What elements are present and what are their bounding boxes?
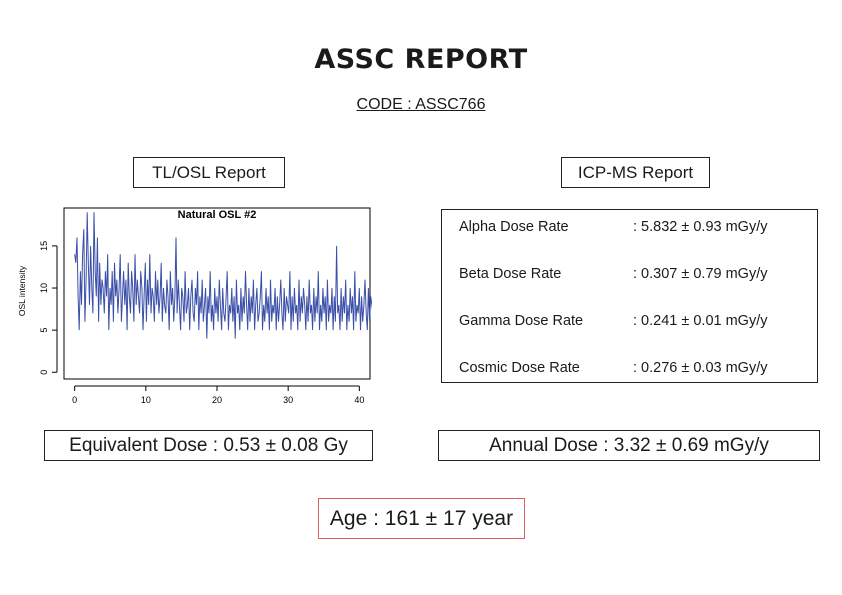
cosmic-dose-rate-value: : 0.276 ± 0.03 mGy/y — [633, 360, 768, 376]
report-title: ASSC REPORT — [314, 44, 528, 75]
alpha-dose-rate-row: Alpha Dose Rate : 5.832 ± 0.93 mGy/y — [459, 219, 768, 235]
annual-dose-result: Annual Dose : 3.32 ± 0.69 mGy/y — [438, 430, 820, 461]
plot-frame — [63, 207, 371, 380]
y-tick-label: 5 — [39, 328, 49, 333]
alpha-dose-rate-label: Alpha Dose Rate — [459, 219, 569, 235]
y-axis-label: OSL intensity — [17, 265, 27, 316]
icp-ms-report-header: ICP-MS Report — [561, 157, 710, 188]
beta-dose-rate-label: Beta Dose Rate — [459, 266, 562, 282]
plot-area: 0 10 20 30 40 0 5 10 15 — [39, 207, 372, 405]
equivalent-dose-result: Equivalent Dose : 0.53 ± 0.08 Gy — [44, 430, 373, 461]
x-tick-label: 20 — [212, 395, 222, 405]
osl-chart: Natural OSL #2 OSL intensity 0 10 20 30 40 0 5… — [17, 207, 372, 405]
y-tick-label: 15 — [39, 241, 49, 251]
gamma-dose-rate-value: : 0.241 ± 0.01 mGy/y — [633, 313, 768, 329]
beta-dose-rate-value: : 0.307 ± 0.79 mGy/y — [633, 266, 768, 282]
report-code-text: CODE : ASSC766 — [356, 96, 486, 113]
dose-rate-table: Alpha Dose Rate : 5.832 ± 0.93 mGy/y Beta… — [441, 209, 818, 383]
x-tick-label: 0 — [72, 395, 77, 405]
alpha-dose-rate-value: : 5.832 ± 0.93 mGy/y — [633, 219, 768, 235]
x-tick-label: 30 — [283, 395, 293, 405]
beta-dose-rate-row: Beta Dose Rate : 0.307 ± 0.79 mGy/y — [459, 266, 768, 282]
cosmic-dose-rate-row: Cosmic Dose Rate : 0.276 ± 0.03 mGy/y — [459, 360, 768, 376]
gamma-dose-rate-label: Gamma Dose Rate — [459, 313, 584, 329]
y-tick-label: 0 — [39, 370, 49, 375]
tl-osl-report-header: TL/OSL Report — [133, 157, 285, 188]
chart-title: Natural OSL #2 — [178, 209, 257, 221]
osl-intensity-line — [74, 212, 372, 339]
x-tick-label: 40 — [354, 395, 364, 405]
report-code: CODE : ASSC766 — [0, 96, 842, 114]
gamma-dose-rate-row: Gamma Dose Rate : 0.241 ± 0.01 mGy/y — [459, 313, 768, 329]
age-result: Age : 161 ± 17 year — [318, 498, 525, 539]
cosmic-dose-rate-label: Cosmic Dose Rate — [459, 360, 580, 376]
x-tick-label: 10 — [141, 395, 151, 405]
y-tick-label: 10 — [39, 283, 49, 293]
